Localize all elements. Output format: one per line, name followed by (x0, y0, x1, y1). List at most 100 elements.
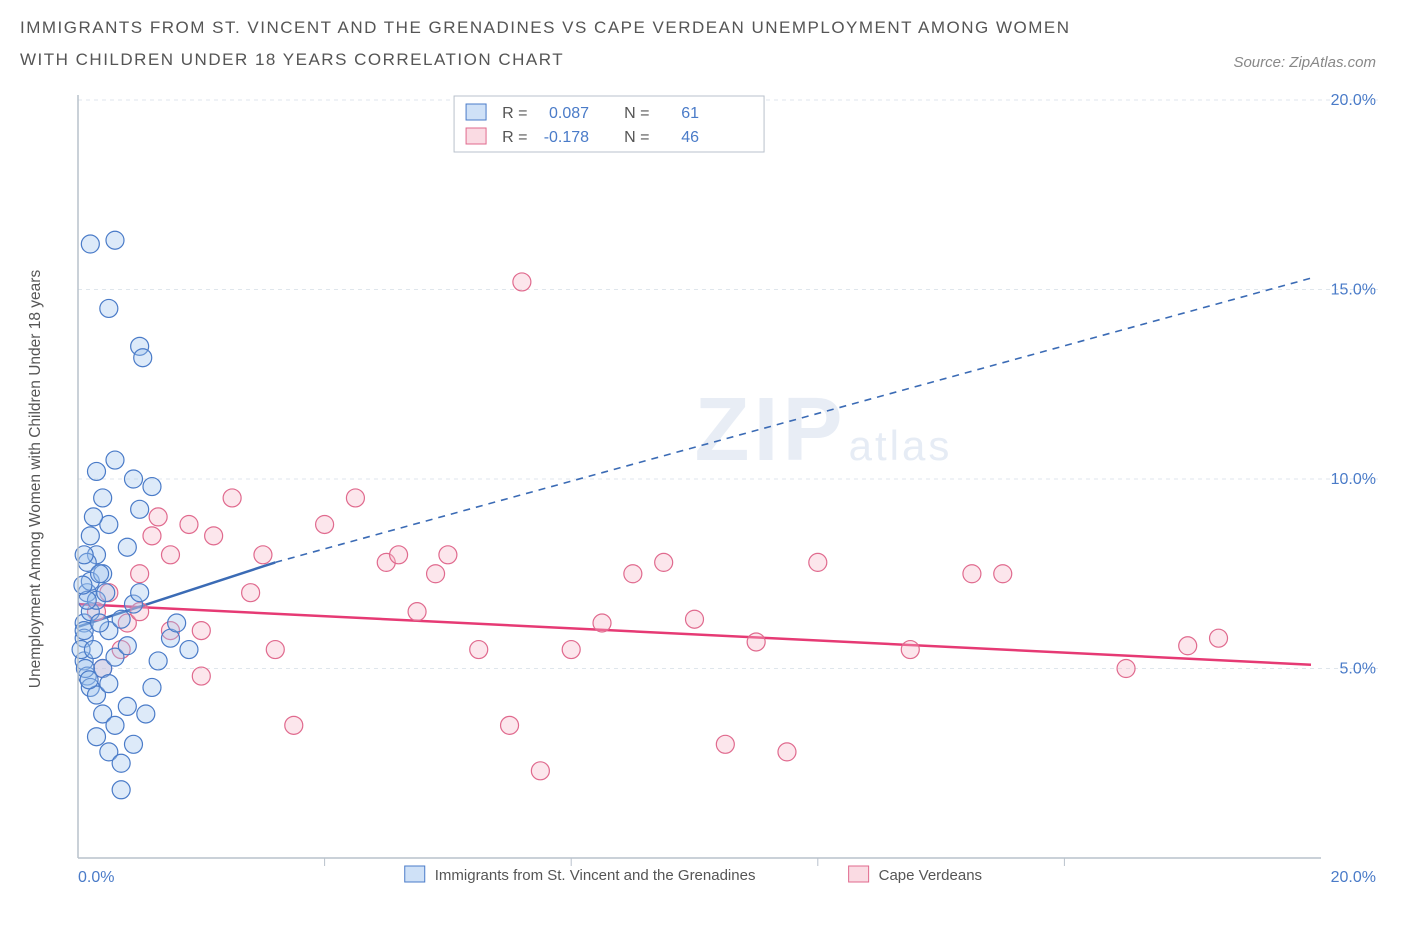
point-series2 (149, 508, 167, 526)
y-tick-label: 10.0% (1331, 471, 1376, 488)
point-series2 (161, 546, 179, 564)
trend-line-series1-dash (275, 278, 1311, 562)
point-series2 (513, 273, 531, 291)
bottom-legend-swatch-series1 (405, 866, 425, 882)
point-series2 (143, 527, 161, 545)
point-series2 (1210, 629, 1228, 647)
y-axis-label: Unemployment Among Women with Children U… (27, 270, 44, 689)
point-series2 (1117, 660, 1135, 678)
point-series2 (531, 762, 549, 780)
point-series2 (427, 565, 445, 583)
point-series2 (624, 565, 642, 583)
point-series1 (106, 716, 124, 734)
point-series2 (223, 489, 241, 507)
point-series1 (118, 697, 136, 715)
legend-r-label: R = (502, 105, 527, 122)
bottom-legend-swatch-series2 (849, 866, 869, 882)
bottom-legend-label-series2: Cape Verdeans (879, 867, 982, 884)
point-series2 (254, 546, 272, 564)
point-series2 (593, 614, 611, 632)
point-series1 (91, 565, 109, 583)
point-series1 (143, 478, 161, 496)
point-series1 (91, 614, 109, 632)
point-series2 (192, 667, 210, 685)
legend-r-value: -0.178 (544, 129, 589, 146)
legend-n-value: 46 (681, 129, 699, 146)
point-series1 (106, 231, 124, 249)
legend-n-label: N = (624, 129, 649, 146)
point-series1 (137, 705, 155, 723)
point-series1 (180, 641, 198, 659)
legend-swatch-series2 (466, 128, 486, 144)
point-series1 (100, 675, 118, 693)
legend-r-label: R = (502, 129, 527, 146)
point-series1 (84, 508, 102, 526)
point-series2 (346, 489, 364, 507)
point-series1 (112, 754, 130, 772)
point-series1 (124, 735, 142, 753)
point-series1 (80, 671, 98, 689)
point-series2 (716, 735, 734, 753)
watermark-sub: atlas (849, 422, 953, 469)
point-series1 (74, 576, 92, 594)
point-series2 (901, 641, 919, 659)
point-series1 (87, 462, 105, 480)
point-series1 (118, 538, 136, 556)
point-series1 (131, 500, 149, 518)
point-series2 (390, 546, 408, 564)
legend-swatch-series1 (466, 104, 486, 120)
legend-n-label: N = (624, 105, 649, 122)
point-series2 (1179, 637, 1197, 655)
point-series2 (809, 553, 827, 571)
legend-n-value: 61 (681, 105, 699, 122)
point-series1 (131, 584, 149, 602)
point-series1 (118, 637, 136, 655)
point-series1 (124, 470, 142, 488)
point-series2 (994, 565, 1012, 583)
point-series2 (501, 716, 519, 734)
point-series1 (112, 610, 130, 628)
point-series2 (192, 622, 210, 640)
point-series2 (205, 527, 223, 545)
point-series2 (747, 633, 765, 651)
point-series1 (106, 451, 124, 469)
bottom-legend-label-series1: Immigrants from St. Vincent and the Gren… (435, 867, 756, 884)
scatter-chart: ZIPatlas 5.0% 10.0% 15.0% 20.0% 0.0% 20.0% Unem… (20, 90, 1386, 910)
point-series1 (149, 652, 167, 670)
x-tick-label: 20.0% (1331, 869, 1376, 886)
point-series1 (97, 584, 115, 602)
y-tick-label: 15.0% (1331, 282, 1376, 299)
point-series1 (81, 235, 99, 253)
point-series1 (94, 489, 112, 507)
point-series2 (285, 716, 303, 734)
y-tick-label: 5.0% (1340, 661, 1376, 678)
point-series1 (134, 349, 152, 367)
point-series2 (316, 515, 334, 533)
chart-container: ZIPatlas 5.0% 10.0% 15.0% 20.0% 0.0% 20.0% Unem… (20, 90, 1386, 910)
point-series1 (143, 678, 161, 696)
point-series1 (81, 527, 99, 545)
point-series2 (180, 515, 198, 533)
chart-title: IMMIGRANTS FROM ST. VINCENT AND THE GREN… (20, 12, 1120, 77)
x-tick-label: 0.0% (78, 869, 114, 886)
point-series2 (963, 565, 981, 583)
legend-stats-box (454, 96, 764, 152)
point-series2 (266, 641, 284, 659)
point-series2 (408, 603, 426, 621)
point-series2 (686, 610, 704, 628)
point-series1 (168, 614, 186, 632)
point-series1 (87, 728, 105, 746)
y-tick-label: 20.0% (1331, 92, 1376, 109)
source-attribution: Source: ZipAtlas.com (1233, 54, 1376, 71)
point-series2 (470, 641, 488, 659)
watermark: ZIP (695, 380, 847, 480)
point-series2 (778, 743, 796, 761)
point-series1 (84, 641, 102, 659)
point-series2 (131, 565, 149, 583)
point-series2 (439, 546, 457, 564)
point-series2 (655, 553, 673, 571)
point-series2 (242, 584, 260, 602)
point-series1 (112, 781, 130, 799)
point-series2 (562, 641, 580, 659)
point-series1 (100, 299, 118, 317)
